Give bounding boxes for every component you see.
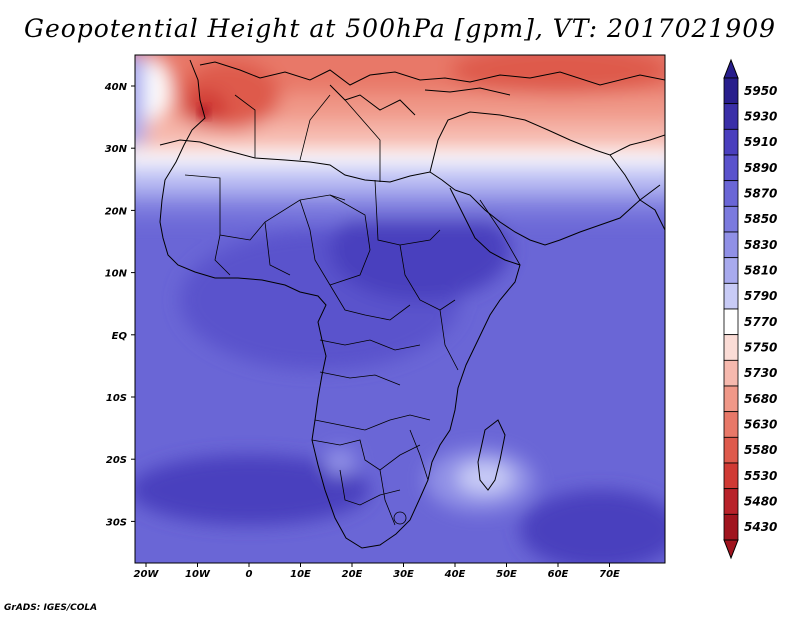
colorbar-label: 5680 — [744, 392, 777, 406]
country-borders — [184, 94, 521, 526]
lon-label: 0 — [246, 569, 253, 580]
colorbar-label: 5890 — [744, 161, 777, 175]
plot-frame — [134, 54, 666, 564]
colorbar-swatch — [723, 154, 739, 182]
colorbar-label: 5850 — [744, 212, 777, 226]
lon-label: 10E — [290, 569, 311, 580]
colorbar-swatch — [723, 488, 739, 515]
colorbar-label: 5770 — [744, 315, 777, 329]
lat-label: EQ — [112, 331, 128, 342]
map-title: Geopotential Height at 500hPa [gpm], VT:… — [23, 14, 777, 43]
colorbar-swatch — [723, 103, 739, 130]
colorbar-label: 5810 — [744, 264, 777, 278]
latitude-axis: 40N 30N 20N 10N EQ 10S 20S 30S — [104, 82, 135, 528]
coastlines — [159, 59, 665, 549]
colorbar-label: 5950 — [744, 84, 777, 98]
lat-label: 40N — [104, 82, 128, 93]
colorbar-swatch — [723, 308, 739, 336]
colorbar-swatch — [723, 359, 739, 387]
colorbar-label: 5870 — [744, 187, 777, 201]
colorbar-swatch — [723, 282, 739, 310]
colorbar-label: 5480 — [744, 495, 777, 509]
colorbar-top-arrow — [723, 58, 739, 79]
colorbar-swatch — [723, 257, 739, 284]
colorbar-label: 5830 — [744, 238, 777, 252]
colorbar-label: 5430 — [744, 520, 777, 534]
lat-label: 10S — [106, 393, 127, 404]
lon-label: 20W — [134, 569, 160, 580]
lon-label: 40E — [444, 569, 466, 580]
colorbar-swatch — [723, 513, 739, 541]
colorbar-label: 5580 — [744, 443, 777, 457]
lon-label: 50E — [496, 569, 517, 580]
lon-label: 20E — [342, 569, 363, 580]
longitude-axis: 20W 10W 0 10E 20E 30E 40E 50E 60E 70E — [134, 563, 620, 580]
colorbar-label: 5530 — [744, 469, 777, 483]
lon-label: 60E — [548, 569, 569, 580]
colorbar-swatch — [723, 205, 739, 233]
colorbar-swatch — [723, 385, 739, 413]
colorbar: 5950 5930 5910 5890 5870 5850 5830 5810 5790 5770… — [723, 58, 777, 560]
colorbar-label: 5930 — [744, 110, 777, 124]
lat-label: 30S — [106, 517, 127, 528]
lat-label: 30N — [105, 144, 128, 155]
colorbar-swatch — [723, 334, 739, 361]
lat-label: 10N — [105, 269, 128, 280]
colorbar-swatch — [723, 462, 739, 490]
colorbar-label: 5630 — [744, 418, 777, 432]
colorbar-swatch — [723, 231, 739, 259]
colorbar-bottom-arrow — [723, 539, 739, 560]
colorbar-label: 5790 — [744, 289, 777, 303]
grads-credit: GrADS: IGES/COLA — [4, 603, 98, 613]
lon-label: 30E — [393, 569, 414, 580]
colorbar-label: 5750 — [744, 341, 777, 355]
colorbar-swatch — [723, 77, 739, 105]
colorbar-swatch — [723, 436, 739, 464]
colorbar-swatch — [723, 180, 739, 207]
lon-label: 10W — [185, 569, 211, 580]
lat-label: 20S — [106, 455, 127, 466]
lat-label: 20N — [105, 206, 128, 217]
colorbar-swatch — [723, 411, 739, 438]
lon-label: 70E — [599, 569, 620, 580]
colorbar-label: 5910 — [744, 135, 777, 149]
colorbar-swatch — [723, 128, 739, 156]
colorbar-label: 5730 — [744, 366, 777, 380]
